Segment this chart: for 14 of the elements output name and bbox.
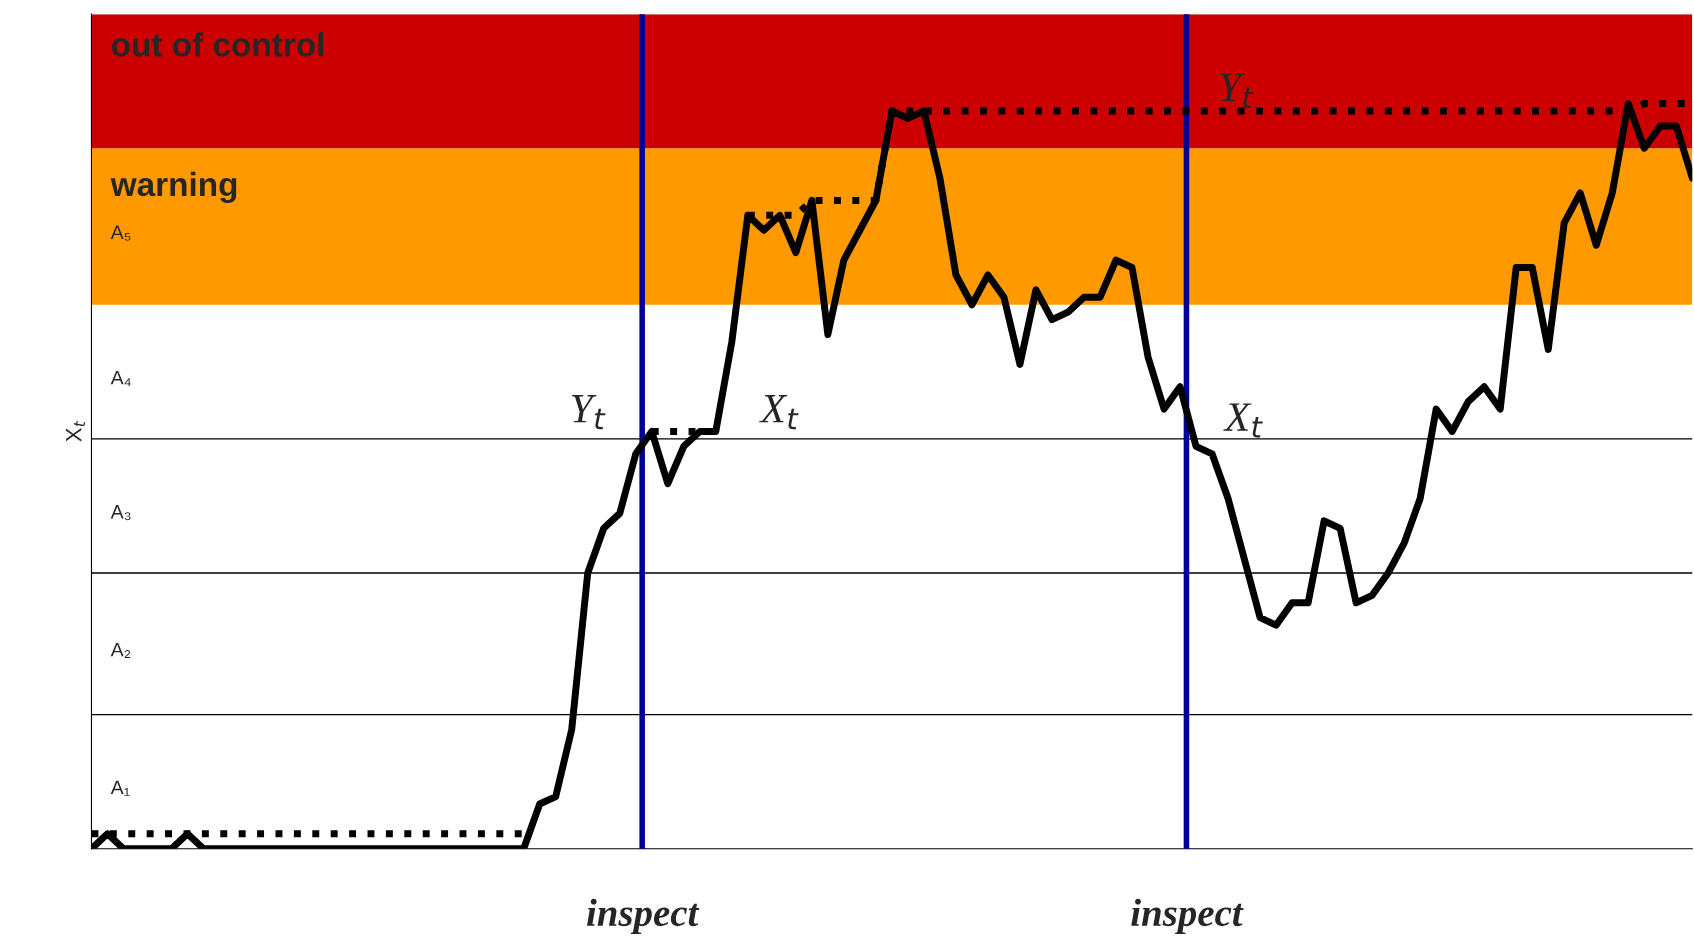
band-label: out of control: [111, 32, 324, 57]
band-label: warning: [110, 171, 237, 203]
annotation: A₅: [110, 225, 131, 241]
annotation: Y$_{t}$: [571, 395, 606, 430]
annotation: A₄: [110, 370, 131, 386]
text: inspect: [586, 898, 700, 935]
annotation: A₁: [110, 780, 130, 796]
annotation: A₂: [110, 642, 131, 658]
annotation: X$_{t}$: [1223, 403, 1263, 438]
y-axis-title: X$_{t}$: [65, 420, 85, 442]
annotation: X$_{t}$: [759, 395, 799, 430]
annotation: Y$_{t}$: [1220, 73, 1254, 108]
annotation: A₃: [110, 505, 131, 521]
text: inspect: [1131, 898, 1244, 935]
